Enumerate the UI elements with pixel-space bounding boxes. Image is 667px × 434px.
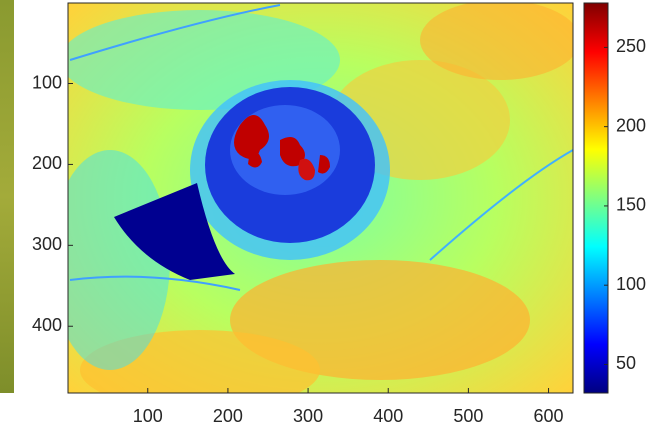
colorbar: [584, 3, 608, 393]
colorbar-tick-label: 200: [616, 115, 646, 135]
colorbar-tick-label: 150: [616, 195, 646, 215]
colorbar-tick-label: 250: [616, 36, 646, 56]
figure: 100 200 300 400 500 600 100 200 300 400 50 100 150 20…: [0, 0, 667, 434]
x-tick-label: 600: [534, 406, 564, 426]
leaf-photo: [0, 0, 14, 393]
y-tick-label: 400: [32, 315, 62, 335]
x-tick-label: 200: [213, 406, 243, 426]
x-tick-label: 400: [373, 406, 403, 426]
x-tick-label: 500: [453, 406, 483, 426]
heatmap-image: [50, 0, 580, 410]
colorbar-tick-label: 50: [616, 353, 636, 373]
colorbar-tick-label: 100: [616, 274, 646, 294]
y-tick-label: 100: [32, 72, 62, 92]
x-tick-label: 300: [293, 406, 323, 426]
y-tick-label: 200: [32, 153, 62, 173]
x-tick-label: 100: [133, 406, 163, 426]
y-tick-label: 300: [32, 234, 62, 254]
